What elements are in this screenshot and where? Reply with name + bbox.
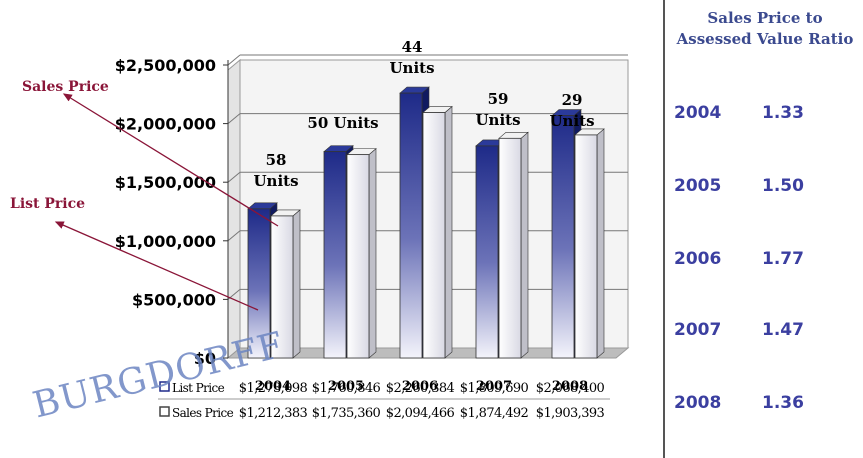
annotation-list-price: List Price — [10, 196, 85, 212]
bar-list-price — [399, 92, 423, 359]
bar-list-price — [475, 145, 499, 359]
ratio-year: 2008 — [674, 393, 722, 413]
arrow-list-price — [54, 221, 259, 311]
legend-swatch — [159, 406, 170, 417]
data-label: $1,735,360 — [312, 406, 381, 421]
ratio-title-line2: Assessed Value Ratio — [676, 30, 854, 48]
bar-list-price — [247, 208, 271, 359]
gridline — [227, 54, 241, 66]
bar-sales-price — [498, 137, 522, 359]
annotation-sales-price: Sales Price — [22, 79, 109, 95]
ratio-row: 2004 1.33 — [665, 103, 863, 127]
data-label: $2,068,400 — [536, 381, 605, 396]
price-chart: $0 $500,000 $1,000,000 $1,500,000 $2,000,000… — [10, 38, 630, 421]
x-tick-label: 2005 — [328, 379, 364, 394]
ratio-value: 1.33 — [762, 103, 804, 123]
data-label: $1,903,393 — [536, 406, 605, 421]
unit-label: 29 — [562, 91, 583, 109]
x-tick-label: 2007 — [476, 379, 512, 394]
ratio-year: 2006 — [674, 249, 722, 269]
y-tick-label: $1,500,000 — [115, 173, 216, 192]
unit-label: 50 Units — [307, 114, 378, 132]
gridline — [227, 230, 241, 242]
bar-side — [596, 128, 605, 359]
bar-sales-price — [346, 154, 370, 359]
ratio-panel-title: Sales Price to Assessed Value Ratio — [665, 8, 863, 50]
data-label: $2,094,466 — [386, 406, 455, 421]
ratio-year: 2004 — [674, 103, 722, 123]
gridline — [227, 113, 241, 124]
y-tick-label: $1,000,000 — [115, 232, 216, 251]
ratio-value: 1.47 — [762, 320, 804, 340]
unit-label: 58 — [266, 151, 287, 169]
y-tick-label: $0 — [194, 349, 216, 368]
ratio-row: 2006 1.77 — [665, 249, 863, 273]
data-label: $1,212,383 — [239, 406, 308, 421]
y-tick-label: $2,000,000 — [115, 115, 216, 134]
x-tick-label: 2004 — [255, 379, 291, 394]
arrow-sales-price — [62, 93, 279, 227]
bar-sales-price — [574, 134, 598, 359]
legend-label: Sales Price — [172, 406, 234, 420]
gridline — [227, 171, 241, 183]
x-tick-label: 2006 — [402, 379, 438, 394]
unit-label: 44 — [402, 38, 423, 56]
unit-label: Units — [475, 111, 520, 129]
data-label: $2,260,384 — [386, 381, 455, 396]
legend-label: List Price — [172, 381, 225, 395]
ratio-year: 2007 — [674, 320, 722, 340]
ratio-panel: Sales Price to Assessed Value Ratio 2004… — [663, 0, 863, 458]
bar-sales-price — [422, 112, 446, 359]
data-label: $1,273,098 — [239, 381, 308, 396]
bar-side — [368, 147, 377, 359]
ratio-value: 1.50 — [762, 176, 804, 196]
legend-swatch — [159, 381, 170, 392]
bar-side — [292, 209, 301, 359]
unit-label: Units — [389, 59, 434, 77]
bar-list-price — [551, 115, 575, 359]
unit-label: Units — [549, 112, 594, 130]
ratio-title-line1: Sales Price to — [707, 9, 823, 27]
unit-label: 59 — [488, 90, 509, 108]
ratio-year: 2005 — [674, 176, 722, 196]
ratio-row: 2005 1.50 — [665, 176, 863, 200]
bar-side — [444, 105, 453, 359]
ratio-value: 1.36 — [762, 393, 804, 413]
y-tick-label: $2,500,000 — [115, 56, 216, 75]
plot-side-wall — [227, 58, 241, 360]
x-tick-label: 2008 — [552, 379, 588, 394]
bar-sales-price — [270, 215, 294, 359]
ratio-row: 2008 1.36 — [665, 393, 863, 417]
unit-label: Units — [253, 172, 298, 190]
data-label: $1,760,846 — [312, 381, 381, 396]
ratio-value: 1.77 — [762, 249, 804, 269]
bar-list-price — [323, 151, 347, 359]
y-tick-label: $500,000 — [132, 290, 216, 309]
ratio-row: 2007 1.47 — [665, 320, 863, 344]
bar-side — [520, 131, 529, 359]
data-label: $1,809,690 — [460, 381, 529, 396]
data-label: $1,874,492 — [460, 406, 528, 421]
